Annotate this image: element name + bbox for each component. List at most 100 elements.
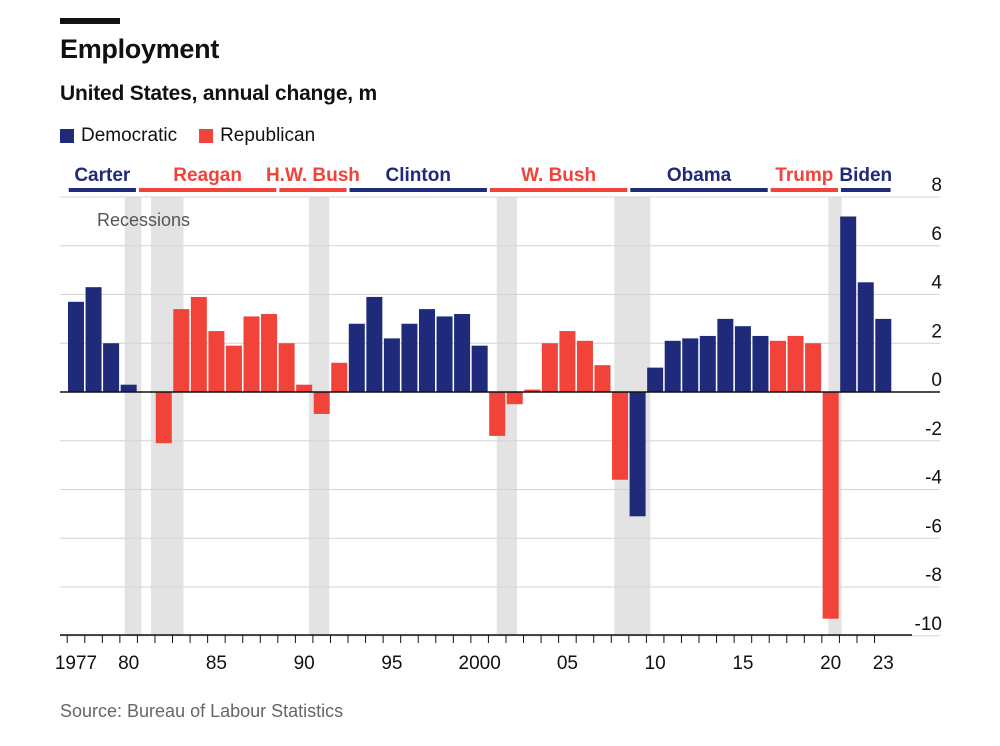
y-tick-label--2: -2 (925, 419, 942, 440)
x-tick-label-85: 85 (206, 653, 227, 674)
x-tick-label-10: 10 (645, 653, 666, 674)
legend-swatch-democratic (60, 129, 74, 143)
bar-2020 (822, 392, 839, 619)
x-tick-label-2000: 2000 (459, 653, 501, 674)
x-tick-label-15: 15 (732, 653, 753, 674)
legend-label-republican: Republican (220, 125, 316, 146)
y-tick-label-0: 0 (931, 370, 942, 391)
president-label-obama: Obama (667, 165, 732, 186)
y-tick-label-6: 6 (931, 224, 942, 245)
bar-2003 (524, 389, 541, 392)
bar-1979 (103, 343, 120, 392)
recessions-label: Recessions (97, 210, 190, 230)
bar-2017 (770, 340, 786, 392)
legend-swatch-republican (199, 129, 214, 143)
president-bar-hwbush (279, 188, 347, 192)
bar-2009 (629, 392, 646, 517)
x-tick-label-23: 23 (873, 653, 894, 674)
y-tick-label-8: 8 (931, 175, 942, 196)
bar-1992 (331, 362, 348, 392)
legend-item-republican: Republican (199, 125, 315, 147)
y-tick-label--4: -4 (925, 468, 942, 489)
bar-1978 (85, 287, 102, 392)
bars-group (68, 216, 892, 619)
x-tick-label-05: 05 (557, 653, 578, 674)
president-bar-trump (770, 188, 838, 192)
bar-2014 (717, 318, 734, 392)
bar-2022 (857, 282, 874, 392)
bar-2005 (559, 331, 576, 392)
bar-2002 (506, 392, 523, 405)
bar-1988 (261, 314, 278, 392)
y-tick-label--6: -6 (925, 516, 942, 537)
president-bar-obama (630, 188, 768, 192)
chart-subtitle: United States, annual change, m (60, 82, 378, 105)
bar-1984 (190, 296, 207, 392)
bar-2000 (471, 345, 488, 392)
bar-2004 (541, 343, 558, 392)
x-tick-label-80: 80 (118, 653, 139, 674)
bar-1999 (454, 314, 471, 392)
recession-shading-group (124, 197, 842, 635)
bar-2016 (752, 335, 769, 392)
bar-1977 (68, 301, 84, 392)
legend: Democratic Republican (60, 124, 337, 148)
president-label-reagan: Reagan (173, 165, 242, 186)
president-bar-wbush (489, 188, 628, 192)
axes-group: 1977 80 85 90 95 2000 05 10 15 20 23 (55, 391, 940, 674)
bar-1997 (419, 309, 435, 392)
bar-2007 (594, 365, 611, 392)
y-tick-label--10: -10 (915, 614, 942, 635)
x-tick-label-1977: 1977 (55, 653, 97, 674)
bar-2011 (664, 340, 681, 392)
president-label-biden: Biden (839, 165, 892, 186)
bar-2018 (787, 335, 804, 392)
y-tick-label-4: 4 (931, 273, 942, 294)
bar-2013 (699, 335, 716, 392)
bar-1986 (225, 345, 242, 392)
president-label-wbush: W. Bush (521, 165, 596, 186)
president-bar-carter (68, 188, 136, 192)
president-bar-reagan (138, 188, 277, 192)
bar-2006 (576, 340, 593, 392)
president-label-carter: Carter (74, 165, 131, 186)
y-tick-label-2: 2 (931, 321, 942, 342)
bar-1991 (313, 392, 330, 414)
x-tick-label-95: 95 (381, 653, 402, 674)
bar-1994 (366, 296, 383, 392)
bar-1987 (243, 316, 260, 392)
bar-2015 (734, 326, 751, 392)
president-band-group: Carter Reagan H.W. Bush Clinton W. Bush Obama… (68, 165, 892, 192)
president-label-clinton: Clinton (386, 165, 451, 186)
bar-2001 (489, 392, 506, 436)
president-label-hwbush: H.W. Bush (266, 165, 360, 186)
bar-1989 (278, 343, 295, 392)
bar-1985 (208, 331, 225, 392)
source-note: Source: Bureau of Labour Statistics (60, 701, 344, 721)
president-bar-clinton (349, 188, 487, 192)
bar-2023 (875, 318, 892, 392)
y-tick-label--8: -8 (925, 565, 942, 586)
president-label-trump: Trump (775, 165, 833, 186)
chart-title: Employment (60, 34, 220, 64)
recession-band-2 (308, 197, 330, 635)
header-rule (60, 18, 120, 24)
bar-1990 (296, 384, 313, 392)
legend-label-democratic: Democratic (81, 125, 178, 146)
bar-1983 (173, 309, 190, 392)
bar-1982 (155, 392, 172, 444)
bar-2008 (612, 392, 629, 480)
bar-1998 (436, 316, 453, 392)
bar-1993 (348, 323, 365, 392)
bar-2012 (682, 338, 699, 392)
bar-1980 (120, 384, 137, 392)
recession-band-3 (496, 197, 517, 635)
x-tick-label-90: 90 (294, 653, 315, 674)
bar-1995 (383, 338, 400, 392)
bar-1996 (401, 323, 418, 392)
legend-item-democratic: Democratic (60, 125, 177, 147)
bar-2021 (840, 216, 857, 392)
recession-band-0 (124, 197, 142, 635)
bar-2019 (805, 343, 822, 392)
